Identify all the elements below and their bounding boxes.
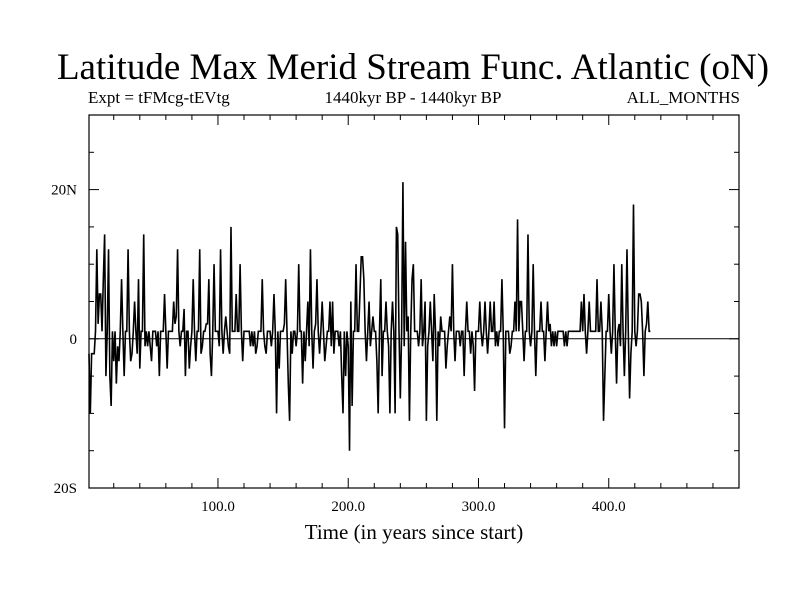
period-label: 1440kyr BP - 1440kyr BP: [324, 88, 502, 107]
x-tick-label: 200.0: [331, 499, 365, 515]
y-tick-label: 0: [70, 332, 78, 348]
x-axis-label: Time (in years since start): [305, 520, 524, 544]
y-tick-label: 20N: [51, 183, 77, 199]
months-label: ALL_MONTHS: [626, 88, 740, 107]
plot-frame: [88, 114, 740, 489]
x-tick-label: 300.0: [462, 499, 496, 515]
x-tick-label: 100.0: [201, 499, 235, 515]
chart-title: Latitude Max Merid Stream Func. Atlantic…: [56, 47, 770, 88]
y-tick-label: 20S: [54, 481, 77, 497]
x-tick-label: 400.0: [592, 499, 626, 515]
experiment-label: Expt = tFMcg-tEVtg: [88, 88, 230, 107]
series-line-0: [88, 182, 651, 451]
